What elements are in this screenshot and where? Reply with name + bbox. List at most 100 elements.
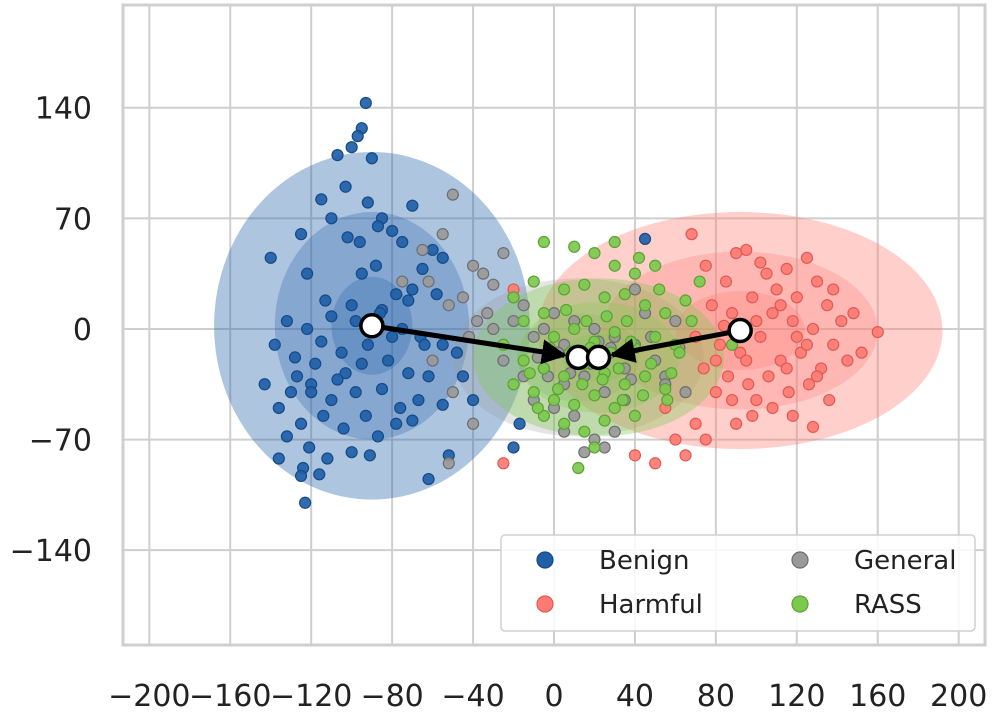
point-benign [294,417,308,430]
point-benign [359,409,372,422]
point-benign [394,401,407,415]
point-rass [608,326,621,339]
point-harmful [628,449,642,462]
point-rass [588,441,601,454]
point-harmful [746,409,759,422]
point-general [507,314,520,328]
point-harmful [802,378,816,391]
point-rass [679,294,692,307]
point-harmful [847,307,860,320]
point-harmful [780,362,793,375]
point-benign [456,370,470,383]
point-benign [365,152,378,165]
point-benign [325,212,338,225]
point-benign [284,386,298,399]
point-general [396,275,409,288]
point-rass [558,417,571,430]
point-benign [272,452,285,465]
point-benign [313,468,326,481]
point-harmful [754,330,767,343]
point-rass [547,393,561,407]
point-benign [369,259,383,272]
point-rass [507,291,520,304]
point-harmful [770,283,783,296]
point-harmful [705,299,718,312]
point-benign [359,96,372,110]
point-benign [426,243,439,257]
point-benign [406,414,419,427]
point-general [578,446,591,459]
point-harmful [730,417,743,430]
point-harmful [855,346,868,359]
point-rass [693,275,706,288]
axes: −200−160−120 −80 −40 0 40 80 120 160 200 140 70 0 −7… [10,3,987,714]
point-rass [572,461,585,475]
y-tick-label: −140 [10,534,92,569]
point-rass [608,235,621,249]
point-general [497,354,510,367]
point-general [669,314,682,328]
point-general [416,243,429,257]
point-rass [608,259,621,272]
point-rass [638,370,652,383]
point-harmful [774,299,787,312]
point-general [547,307,561,320]
point-benign [268,338,281,351]
point-harmful [821,299,834,312]
legend-marker-rass [791,595,809,613]
point-rass [537,307,550,320]
point-benign [416,262,429,276]
point-harmful [669,433,682,446]
point-rass [517,314,530,328]
point-benign [363,449,376,462]
point-general [598,441,611,454]
point-harmful [871,326,884,339]
x-tick-label: 80 [697,679,735,714]
point-harmful [786,409,799,422]
point-rass [616,393,629,407]
point-harmful [806,322,820,336]
point-harmful [841,354,854,367]
point-rass [537,235,550,249]
point-benign [402,367,415,380]
point-benign [436,251,449,264]
point-benign [371,220,385,233]
point-rass [568,398,581,411]
point-rass [551,382,565,396]
point-benign [331,149,344,162]
legend-label-rass: RASS [854,590,922,620]
centroid-arrows [359,313,753,371]
point-rass [568,322,581,336]
point-rass [632,251,646,264]
point-benign [390,417,403,430]
point-harmful [746,291,759,304]
point-rass [608,401,621,415]
point-harmful [734,346,747,359]
point-benign [412,393,425,407]
point-benign [386,330,399,343]
point-benign [349,386,362,399]
point-benign [335,346,348,359]
point-rass [537,362,550,375]
x-tick-label: −120 [270,679,352,714]
point-benign [301,322,314,336]
point-harmful [725,393,739,407]
point-benign [450,346,463,359]
point-general [446,188,459,201]
point-rass [638,299,652,312]
point-benign [315,193,328,206]
point-harmful [800,338,814,351]
data-points [258,96,884,509]
point-rass [578,278,591,291]
point-benign [402,294,415,307]
point-rass [547,330,561,343]
point-benign [264,251,277,264]
point-rass [596,373,609,386]
point-rass [558,283,571,296]
point-general [487,278,500,291]
x-tick-label: 200 [930,679,987,714]
point-benign [315,335,328,348]
point-general [588,322,601,336]
point-harmful [760,267,773,280]
